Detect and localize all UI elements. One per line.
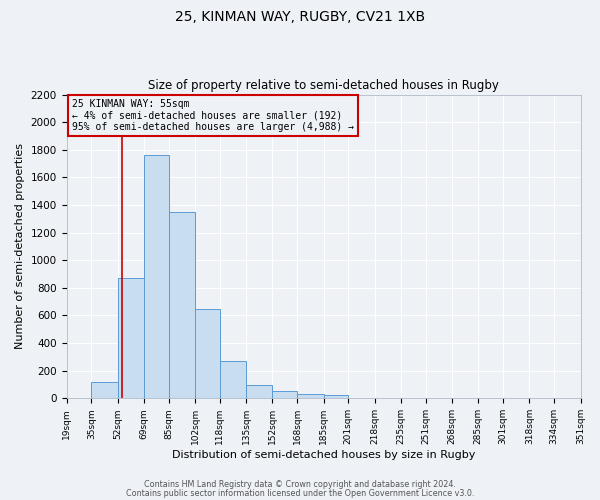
X-axis label: Distribution of semi-detached houses by size in Rugby: Distribution of semi-detached houses by … <box>172 450 475 460</box>
Bar <box>297 394 323 398</box>
Bar <box>323 395 348 398</box>
Bar <box>91 382 118 398</box>
Bar <box>246 384 272 398</box>
Text: 25, KINMAN WAY, RUGBY, CV21 1XB: 25, KINMAN WAY, RUGBY, CV21 1XB <box>175 10 425 24</box>
Text: Contains public sector information licensed under the Open Government Licence v3: Contains public sector information licen… <box>126 488 474 498</box>
Bar <box>118 278 144 398</box>
Text: Contains HM Land Registry data © Crown copyright and database right 2024.: Contains HM Land Registry data © Crown c… <box>144 480 456 489</box>
Bar <box>144 156 169 398</box>
Bar <box>272 392 297 398</box>
Text: 25 KINMAN WAY: 55sqm
← 4% of semi-detached houses are smaller (192)
95% of semi-: 25 KINMAN WAY: 55sqm ← 4% of semi-detach… <box>71 99 353 132</box>
Bar <box>169 212 195 398</box>
Y-axis label: Number of semi-detached properties: Number of semi-detached properties <box>15 144 25 350</box>
Title: Size of property relative to semi-detached houses in Rugby: Size of property relative to semi-detach… <box>148 79 499 92</box>
Bar <box>220 361 246 399</box>
Bar <box>195 308 220 398</box>
